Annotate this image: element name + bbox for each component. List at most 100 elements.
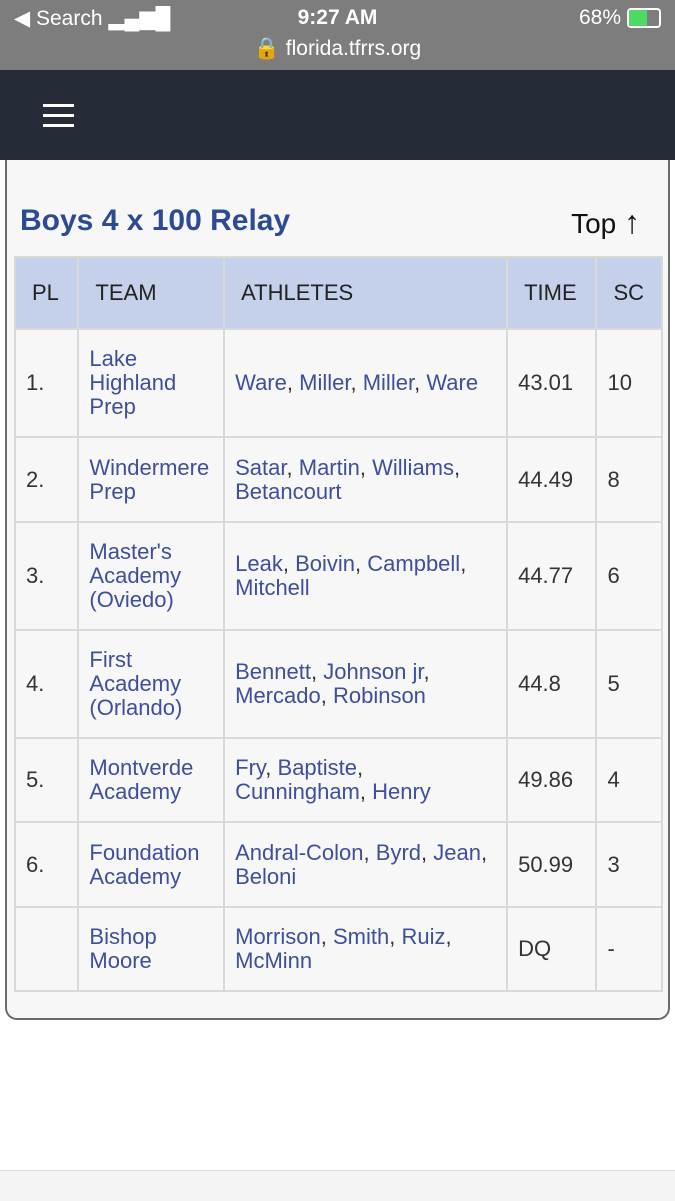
team-cell: Master's Academy (Oviedo) <box>77 521 226 631</box>
separator: , <box>286 370 293 395</box>
separator: , <box>423 659 430 684</box>
athlete-link[interactable]: Williams <box>372 454 455 480</box>
score: 4 <box>595 737 663 823</box>
athlete-link[interactable]: Betancourt <box>235 478 342 504</box>
team-link[interactable]: First Academy (Orlando) <box>89 647 183 720</box>
result-row: 3. Master's Academy (Oviedo) Leak, Boivin,… <box>13 521 663 631</box>
team-cell: Windermere Prep <box>77 436 226 523</box>
score: 5 <box>595 629 663 739</box>
separator: , <box>282 551 289 576</box>
team-link[interactable]: Montverde Academy <box>89 755 194 804</box>
athlete-link[interactable]: Johnson jr <box>323 659 424 684</box>
results-table: PL TEAM ATHLETES TIME SC 1. Lake Highland Pre… <box>13 256 663 992</box>
athlete-link[interactable]: Miller <box>362 370 415 395</box>
athlete-link[interactable]: Ware <box>426 370 479 395</box>
athlete-link[interactable]: Martin <box>298 454 360 480</box>
place: 4. <box>13 629 80 739</box>
time: 43.01 <box>506 328 598 438</box>
column-header: ATHLETES <box>223 256 509 330</box>
athlete-link[interactable]: Smith <box>332 924 390 949</box>
battery-level: 68% <box>578 6 621 29</box>
athletes-cell: Satar, Martin, Williams, Betancourt <box>223 436 509 523</box>
separator: , <box>454 454 461 480</box>
back-label[interactable]: Search <box>35 7 103 30</box>
back-button[interactable]: ◀ Search ▂▄▆█ <box>14 7 171 30</box>
athletes-cell: Andral-Colon, Byrd, Jean, Beloni <box>223 821 509 908</box>
team-link[interactable]: Windermere Prep <box>89 454 210 504</box>
athletes-cell: Ware, Miller, Miller, Ware <box>223 328 509 438</box>
time: 44.49 <box>506 436 598 523</box>
team-cell: Bishop Moore <box>77 906 226 992</box>
athletes-cell: Morrison, Smith, Ruiz, McMinn <box>223 906 509 992</box>
nav-bar <box>0 70 675 160</box>
result-row: 2. Windermere Prep Satar, Martin, Williams… <box>13 436 663 523</box>
team-link[interactable]: Lake Highland Prep <box>89 346 177 419</box>
url-bar[interactable]: 🔒 florida.tfrrs.org <box>253 37 422 60</box>
athlete-link[interactable]: Ruiz <box>401 924 446 949</box>
athlete-link[interactable]: Cunningham <box>235 779 360 804</box>
battery-icon <box>627 8 661 28</box>
athlete-link[interactable]: Robinson <box>332 683 426 708</box>
time: DQ <box>506 906 598 992</box>
separator: , <box>320 924 327 949</box>
top-link[interactable]: Top ↑ <box>571 204 640 240</box>
separator: , <box>286 454 293 480</box>
score: - <box>595 906 663 992</box>
athlete-link[interactable]: Mitchell <box>235 575 310 600</box>
team-link[interactable]: Foundation Academy <box>89 839 200 889</box>
time: 44.8 <box>506 629 598 739</box>
athlete-link[interactable]: Andral-Colon <box>235 839 364 865</box>
separator: , <box>320 683 327 708</box>
separator: , <box>460 551 467 576</box>
athlete-link[interactable]: Beloni <box>235 863 297 889</box>
column-header: TIME <box>506 256 598 330</box>
status-bar: ◀ Search ▂▄▆█ 9:27 AM 68% 🔒 florida.tfrr… <box>0 0 675 70</box>
athlete-link[interactable]: Mercado <box>235 683 321 708</box>
score: 10 <box>595 328 663 438</box>
separator: , <box>359 454 366 480</box>
athlete-link[interactable]: Fry <box>235 755 266 780</box>
separator: , <box>350 370 357 395</box>
separator: , <box>481 839 488 865</box>
team-cell: Lake Highland Prep <box>77 328 226 438</box>
place: 6. <box>13 821 80 908</box>
athlete-link[interactable]: Baptiste <box>277 755 358 780</box>
athlete-link[interactable]: Byrd <box>375 839 422 865</box>
athletes-cell: Bennett, Johnson jr, Mercado, Robinson <box>223 629 509 739</box>
athletes-cell: Fry, Baptiste, Cunningham, Henry <box>223 737 509 823</box>
team-cell: Montverde Academy <box>77 737 226 823</box>
team-link[interactable]: Master's Academy (Oviedo) <box>89 539 182 612</box>
team-cell: Foundation Academy <box>77 821 226 908</box>
column-header: SC <box>595 256 663 330</box>
time: 49.86 <box>506 737 598 823</box>
place: 5. <box>13 737 80 823</box>
athlete-link[interactable]: Leak <box>235 551 283 576</box>
top-label[interactable]: Top <box>571 208 617 239</box>
result-row: 5. Montverde Academy Fry, Baptiste, Cunnin… <box>13 737 663 823</box>
athlete-link[interactable]: Satar <box>235 454 287 480</box>
athlete-link[interactable]: Ware <box>235 370 287 395</box>
athlete-link[interactable]: McMinn <box>235 948 313 973</box>
time: 44.77 <box>506 521 598 631</box>
athlete-link[interactable]: Miller <box>299 370 351 395</box>
separator: , <box>445 924 452 949</box>
separator: , <box>363 839 370 865</box>
score: 3 <box>595 821 663 908</box>
place: 1. <box>13 328 80 438</box>
athlete-link[interactable]: Morrison <box>235 924 321 949</box>
athlete-link[interactable]: Jean <box>433 839 481 865</box>
athlete-link[interactable]: Henry <box>372 779 431 804</box>
results-card: Boys 4 x 100 Relay Top ↑ PL TEAM ATHLETES T… <box>5 160 670 1020</box>
header-row: PL TEAM ATHLETES TIME SC <box>13 256 663 330</box>
place: 3. <box>13 521 80 631</box>
place-cell <box>13 906 80 992</box>
athlete-link[interactable]: Campbell <box>367 551 461 576</box>
separator: , <box>421 839 428 865</box>
separator: , <box>389 924 396 949</box>
athlete-link[interactable]: Boivin <box>295 551 356 576</box>
url[interactable]: florida.tfrrs.org <box>285 37 422 60</box>
athlete-link[interactable]: Bennett <box>235 659 311 684</box>
column-header: TEAM <box>77 256 226 330</box>
team-link[interactable]: Bishop Moore <box>89 924 157 973</box>
